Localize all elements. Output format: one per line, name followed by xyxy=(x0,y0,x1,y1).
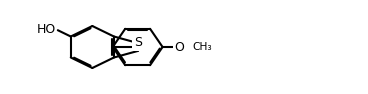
Text: CH₃: CH₃ xyxy=(192,42,212,52)
Text: S: S xyxy=(134,36,142,49)
Text: O: O xyxy=(174,41,184,53)
Text: HO: HO xyxy=(37,23,56,36)
